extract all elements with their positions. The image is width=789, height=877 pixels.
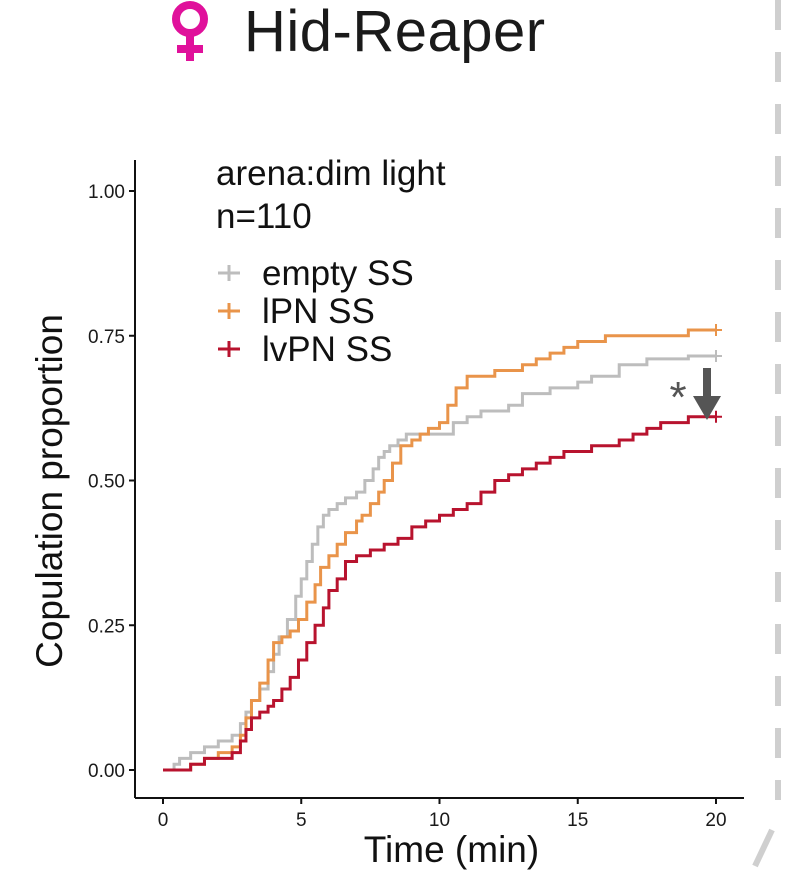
legend-label-2: lvPN SS (262, 330, 392, 369)
x-tick-label: 5 (296, 810, 307, 831)
panel-divider (752, 0, 781, 868)
y-tick-label: 0.75 (88, 327, 125, 348)
y-tick-label: 1.00 (88, 182, 125, 203)
significance-annotation: * (669, 368, 721, 422)
x-tick-label: 0 (158, 810, 169, 831)
legend-key-2 (218, 341, 240, 357)
y-tick-label: 0.50 (88, 472, 125, 493)
x-ticks: 0 5 10 15 20 (158, 798, 727, 831)
annotation-line-n: n=110 (216, 197, 312, 236)
series-line-2 (163, 415, 716, 772)
x-tick-label: 10 (429, 810, 450, 831)
y-ticks: 0.00 0.25 0.50 0.75 1.00 (88, 182, 135, 782)
annotation: arena:dim light n=110 (216, 154, 446, 236)
x-tick-label: 15 (567, 810, 588, 831)
x-axis-title: Time (min) (364, 829, 539, 870)
significance-star: * (669, 373, 686, 422)
annotation-line-arena: arena:dim light (216, 154, 446, 193)
series-layer (163, 323, 722, 772)
female-symbol-icon (172, 1, 208, 61)
x-tick-label: 20 (705, 810, 726, 831)
legend-label-0: empty SS (262, 254, 414, 293)
series-censor-mark-2 (710, 410, 722, 423)
y-tick-label: 0.00 (88, 761, 125, 782)
chart-axes (134, 160, 744, 799)
series-line-0 (163, 354, 716, 772)
series-censor-mark-0 (710, 350, 722, 363)
y-axis-title: Copulation proportion (29, 314, 70, 668)
series-censor-mark-1 (710, 323, 722, 336)
legend-key-0 (218, 265, 240, 281)
series-line-1 (163, 328, 716, 772)
down-arrow-icon (693, 368, 721, 420)
chart-title: Hid-Reaper (244, 0, 546, 64)
y-tick-label: 0.25 (88, 616, 125, 637)
legend-label-1: lPN SS (262, 292, 375, 331)
chart-header: Hid-Reaper (160, 0, 546, 76)
legend-key-1 (218, 303, 240, 319)
